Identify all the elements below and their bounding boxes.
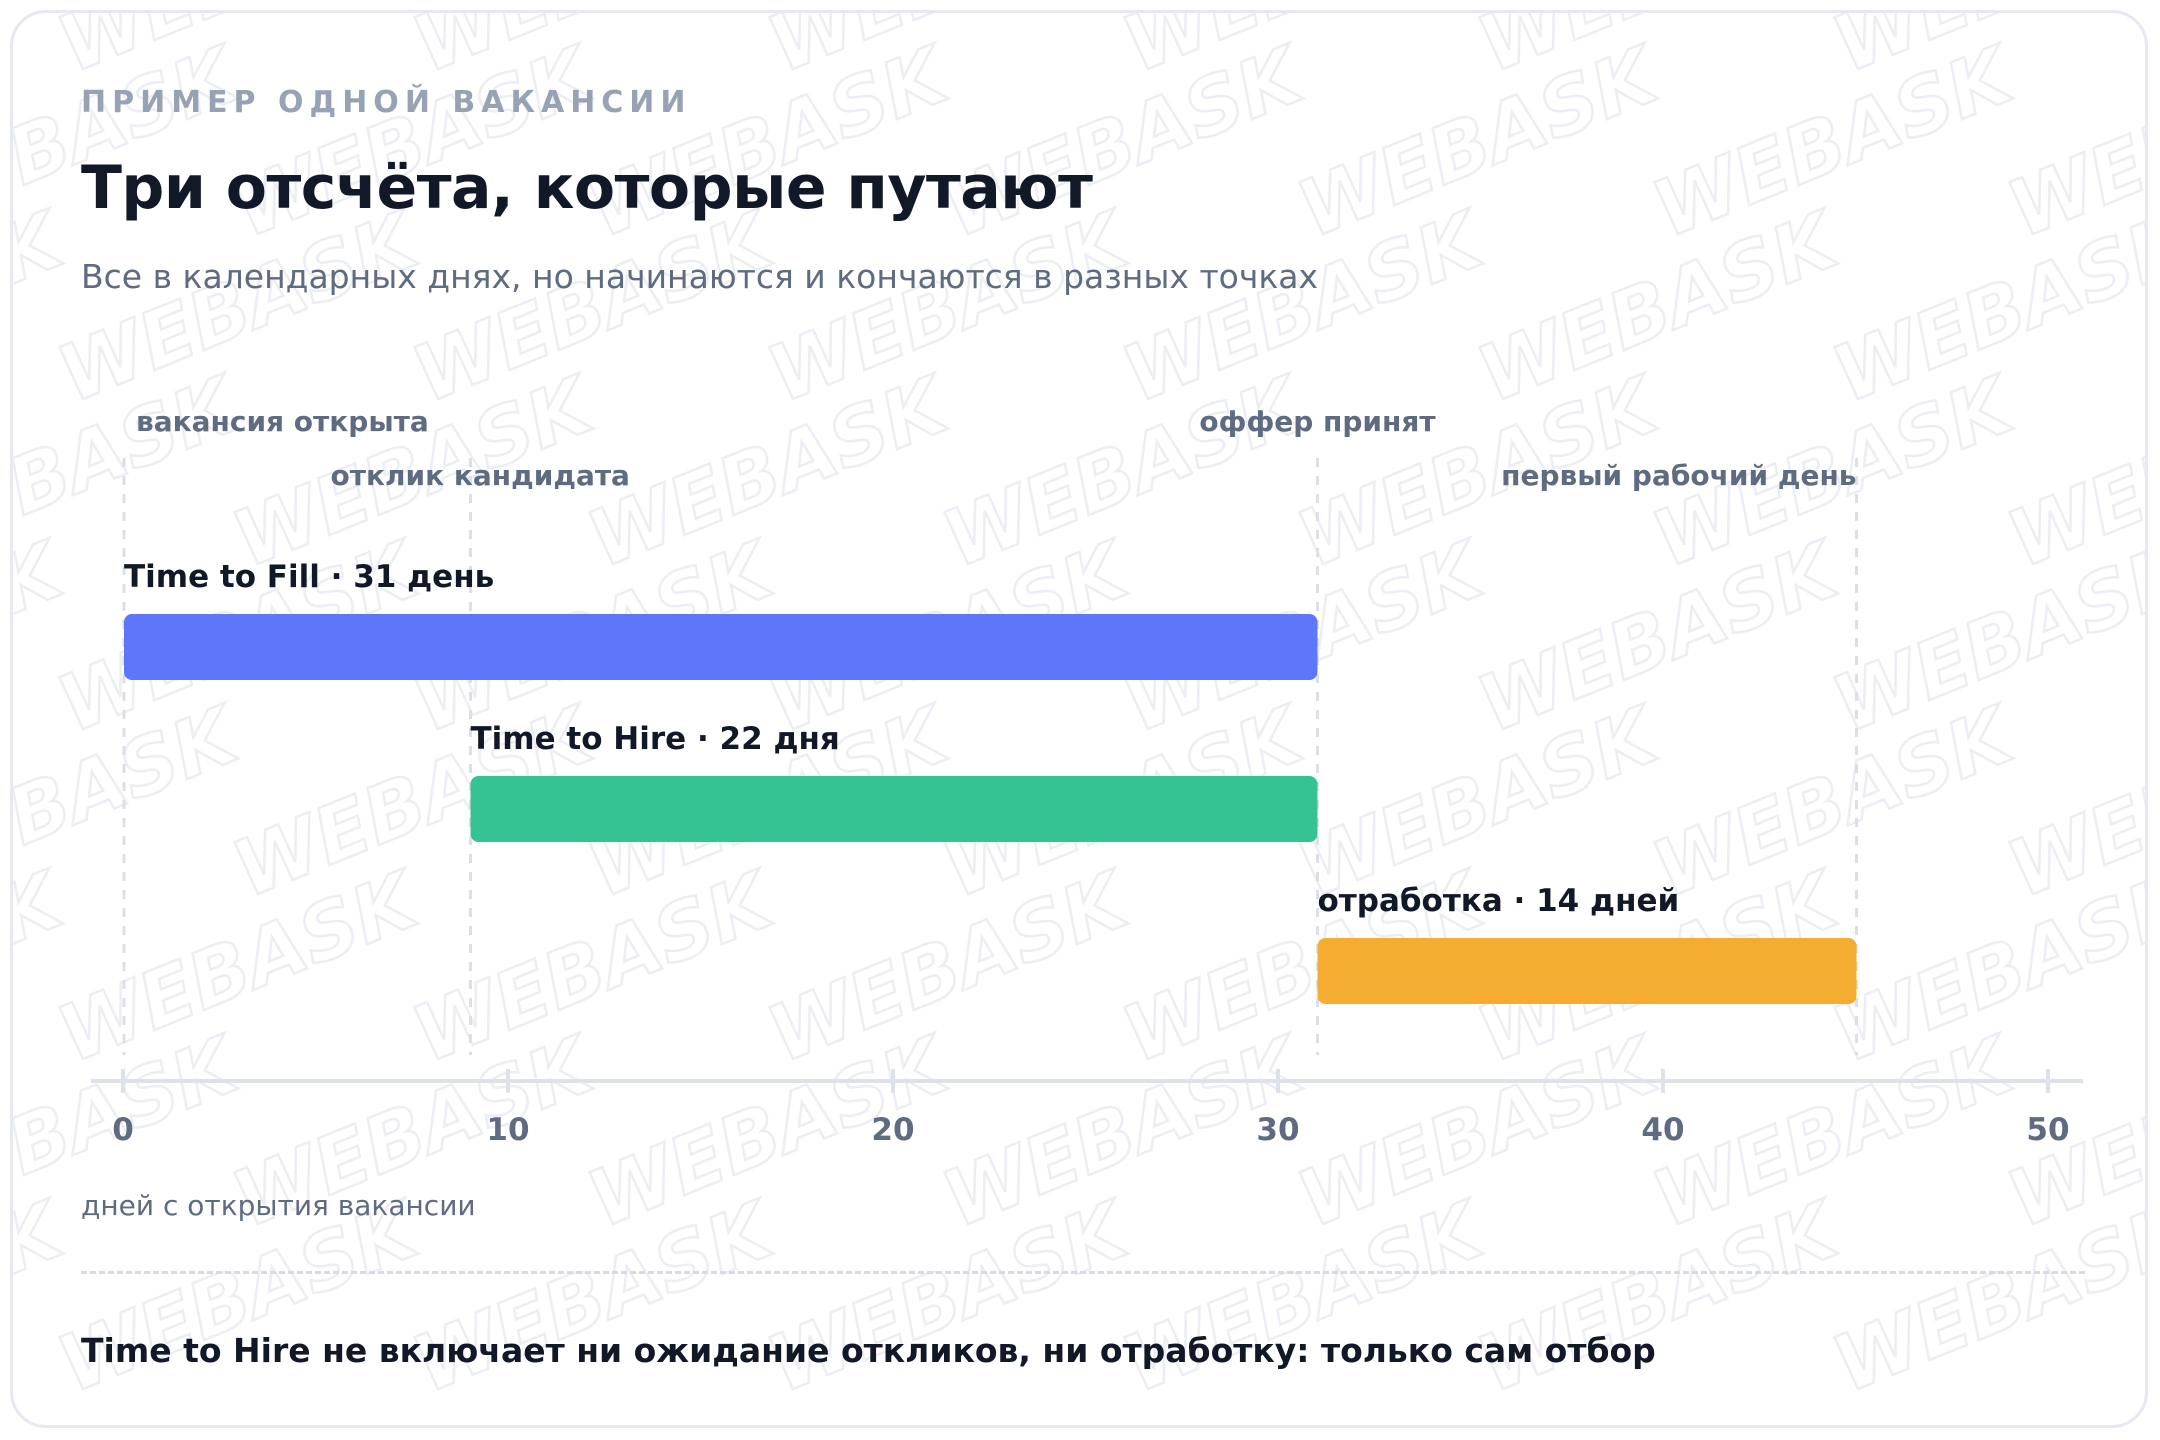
milestone-label: первый рабочий день xyxy=(1501,459,1856,492)
bar-2 xyxy=(470,776,1318,842)
x-tick-label: 0 xyxy=(112,1112,134,1148)
bar-label: Time to Hire · 22 дня xyxy=(471,721,840,757)
timeline-chart: вакансия открыта отклик кандидата оффер пр… xyxy=(91,405,2083,1148)
milestone-label: оффер принят xyxy=(1199,405,1436,438)
x-tick-label: 50 xyxy=(2026,1112,2069,1148)
x-tick-label: 20 xyxy=(871,1112,914,1148)
milestone-label: отклик кандидата xyxy=(331,459,630,492)
eyebrow-label: ПРИМЕР ОДНОЙ ВАКАНСИИ xyxy=(81,85,692,120)
section-divider xyxy=(81,1271,2085,1274)
milestone-label: вакансия открыта xyxy=(136,405,429,438)
bar-label: Time to Fill · 31 день xyxy=(124,559,494,595)
bar-3 xyxy=(1317,938,1857,1004)
x-tick-label: 30 xyxy=(1256,1112,1299,1148)
x-tick-label: 10 xyxy=(486,1112,529,1148)
footnote: Time to Hire не включает ни ожидание отк… xyxy=(81,1331,1656,1370)
chart-subtitle: Все в календарных днях, но начинаются и … xyxy=(81,257,1319,296)
chart-card: WEBASK WEBASK WEBASK WEBASK WEBASK WEBASK WEBA… xyxy=(10,10,2148,1428)
bar-label: отработка · 14 дней xyxy=(1318,883,1680,919)
x-axis-label: дней с открытия вакансии xyxy=(81,1189,476,1222)
bar-1 xyxy=(124,614,1318,680)
chart-title: Три отсчёта, которые путают xyxy=(81,153,1093,223)
x-tick-label: 40 xyxy=(1641,1112,1684,1148)
